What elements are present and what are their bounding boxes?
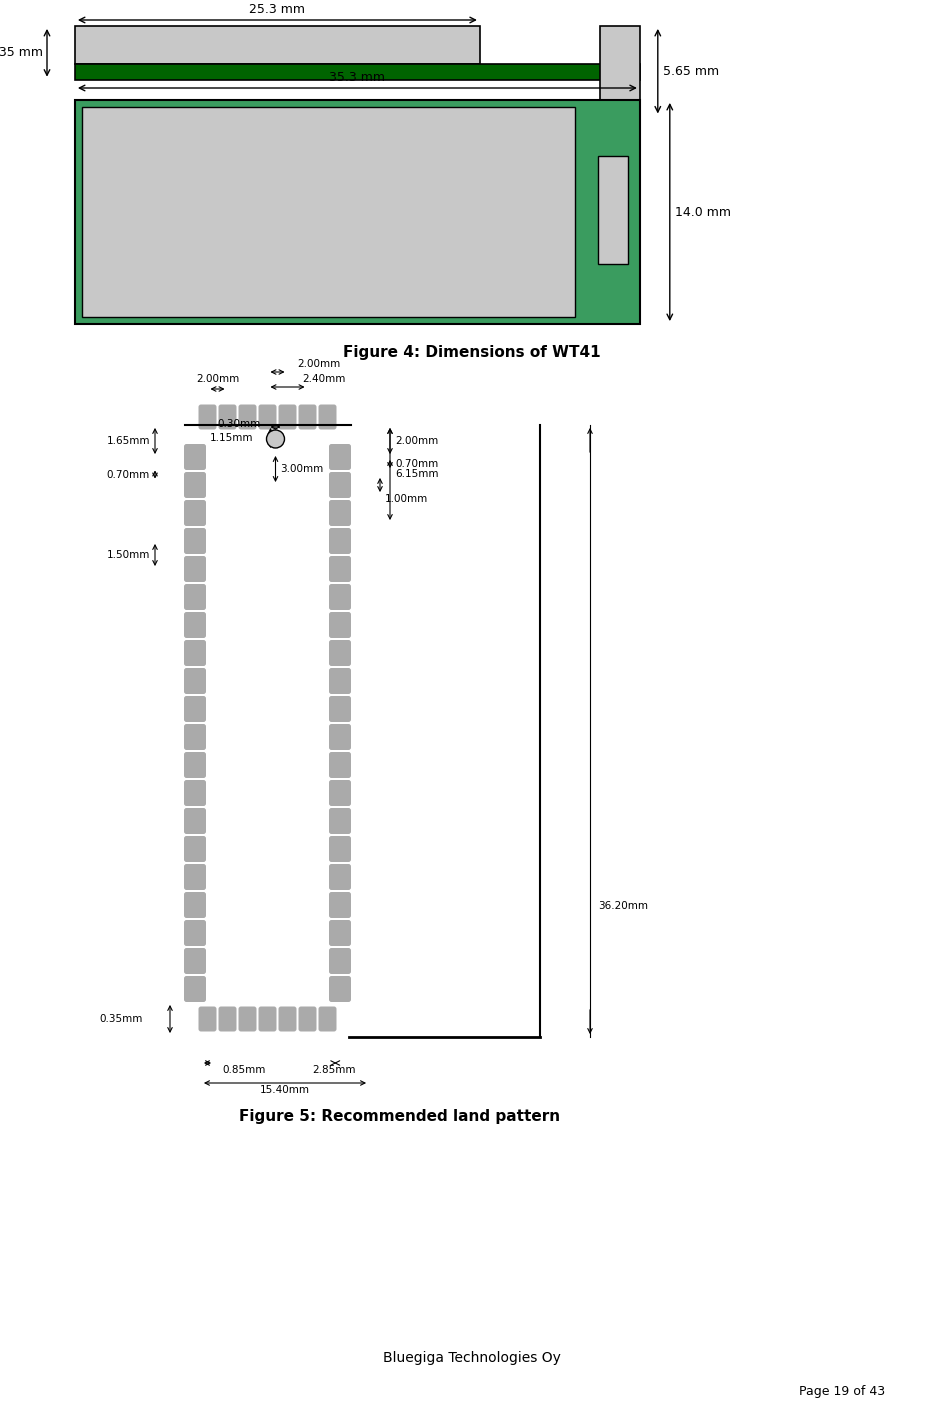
FancyBboxPatch shape (329, 808, 351, 833)
Text: 0.30mm: 0.30mm (217, 419, 261, 429)
Text: 2.00mm: 2.00mm (195, 374, 239, 383)
FancyBboxPatch shape (329, 724, 351, 750)
Text: 1.00mm: 1.00mm (385, 494, 429, 504)
FancyBboxPatch shape (329, 836, 351, 862)
FancyBboxPatch shape (329, 948, 351, 974)
Text: 2.00mm: 2.00mm (297, 359, 341, 369)
FancyBboxPatch shape (329, 865, 351, 890)
FancyBboxPatch shape (329, 780, 351, 807)
Text: 36.20mm: 36.20mm (598, 901, 648, 911)
Bar (75, 64, 640, 79)
FancyBboxPatch shape (184, 724, 206, 750)
FancyBboxPatch shape (184, 556, 206, 582)
Text: 0.70mm: 0.70mm (395, 458, 438, 468)
Bar (75, 25, 480, 64)
FancyBboxPatch shape (184, 613, 206, 638)
FancyBboxPatch shape (329, 556, 351, 582)
FancyBboxPatch shape (329, 584, 351, 610)
FancyBboxPatch shape (329, 920, 351, 947)
FancyBboxPatch shape (184, 780, 206, 807)
Text: 14.0 mm: 14.0 mm (675, 205, 731, 218)
FancyBboxPatch shape (184, 808, 206, 833)
FancyBboxPatch shape (298, 405, 316, 430)
Circle shape (266, 430, 284, 449)
Text: 6.15mm: 6.15mm (395, 468, 439, 480)
FancyBboxPatch shape (218, 405, 237, 430)
FancyBboxPatch shape (329, 976, 351, 1002)
FancyBboxPatch shape (184, 696, 206, 722)
Text: Figure 5: Recommended land pattern: Figure 5: Recommended land pattern (240, 1109, 561, 1125)
Text: 3.35 mm: 3.35 mm (0, 47, 43, 59)
FancyBboxPatch shape (259, 1006, 277, 1032)
FancyBboxPatch shape (184, 976, 206, 1002)
FancyBboxPatch shape (198, 405, 216, 430)
FancyBboxPatch shape (184, 891, 206, 918)
Text: 1.65mm: 1.65mm (107, 436, 150, 446)
FancyBboxPatch shape (329, 473, 351, 498)
Text: 1.15mm: 1.15mm (210, 433, 254, 443)
Text: 35.3 mm: 35.3 mm (329, 71, 385, 83)
FancyBboxPatch shape (329, 640, 351, 666)
FancyBboxPatch shape (318, 1006, 336, 1032)
FancyBboxPatch shape (184, 948, 206, 974)
FancyBboxPatch shape (198, 1006, 216, 1032)
FancyBboxPatch shape (184, 528, 206, 555)
FancyBboxPatch shape (329, 891, 351, 918)
FancyBboxPatch shape (184, 668, 206, 693)
Text: 0.85mm: 0.85mm (223, 1065, 266, 1075)
FancyBboxPatch shape (218, 1006, 237, 1032)
Text: 2.85mm: 2.85mm (312, 1065, 356, 1075)
Text: 3.00mm: 3.00mm (280, 464, 324, 474)
FancyBboxPatch shape (184, 865, 206, 890)
FancyBboxPatch shape (184, 499, 206, 526)
Text: 25.3 mm: 25.3 mm (249, 3, 306, 16)
FancyBboxPatch shape (259, 405, 277, 430)
FancyBboxPatch shape (278, 1006, 296, 1032)
FancyBboxPatch shape (318, 405, 336, 430)
FancyBboxPatch shape (329, 444, 351, 470)
Bar (598, 156, 628, 263)
FancyBboxPatch shape (239, 405, 257, 430)
FancyBboxPatch shape (329, 696, 351, 722)
FancyBboxPatch shape (184, 751, 206, 778)
Text: 5.65 mm: 5.65 mm (663, 65, 719, 78)
FancyBboxPatch shape (278, 405, 296, 430)
Text: 0.70mm: 0.70mm (107, 470, 150, 480)
FancyBboxPatch shape (184, 836, 206, 862)
FancyBboxPatch shape (184, 473, 206, 498)
Text: Bluegiga Technologies Oy: Bluegiga Technologies Oy (383, 1351, 561, 1365)
Bar (82, 108, 575, 317)
FancyBboxPatch shape (329, 499, 351, 526)
FancyBboxPatch shape (184, 584, 206, 610)
Text: 2.00mm: 2.00mm (395, 436, 438, 446)
Text: 1.50mm: 1.50mm (107, 550, 150, 560)
Text: Figure 4: Dimensions of WT41: Figure 4: Dimensions of WT41 (344, 344, 600, 359)
Bar (75, 100, 640, 324)
FancyBboxPatch shape (329, 751, 351, 778)
Text: 15.40mm: 15.40mm (260, 1085, 310, 1095)
Text: 0.35mm: 0.35mm (100, 1015, 143, 1024)
FancyBboxPatch shape (184, 444, 206, 470)
Bar (599, 25, 640, 116)
FancyBboxPatch shape (184, 920, 206, 947)
Text: 2.40mm: 2.40mm (302, 374, 346, 383)
FancyBboxPatch shape (329, 613, 351, 638)
FancyBboxPatch shape (329, 668, 351, 693)
FancyBboxPatch shape (184, 640, 206, 666)
FancyBboxPatch shape (329, 528, 351, 555)
Text: Page 19 of 43: Page 19 of 43 (799, 1385, 885, 1398)
FancyBboxPatch shape (298, 1006, 316, 1032)
FancyBboxPatch shape (239, 1006, 257, 1032)
